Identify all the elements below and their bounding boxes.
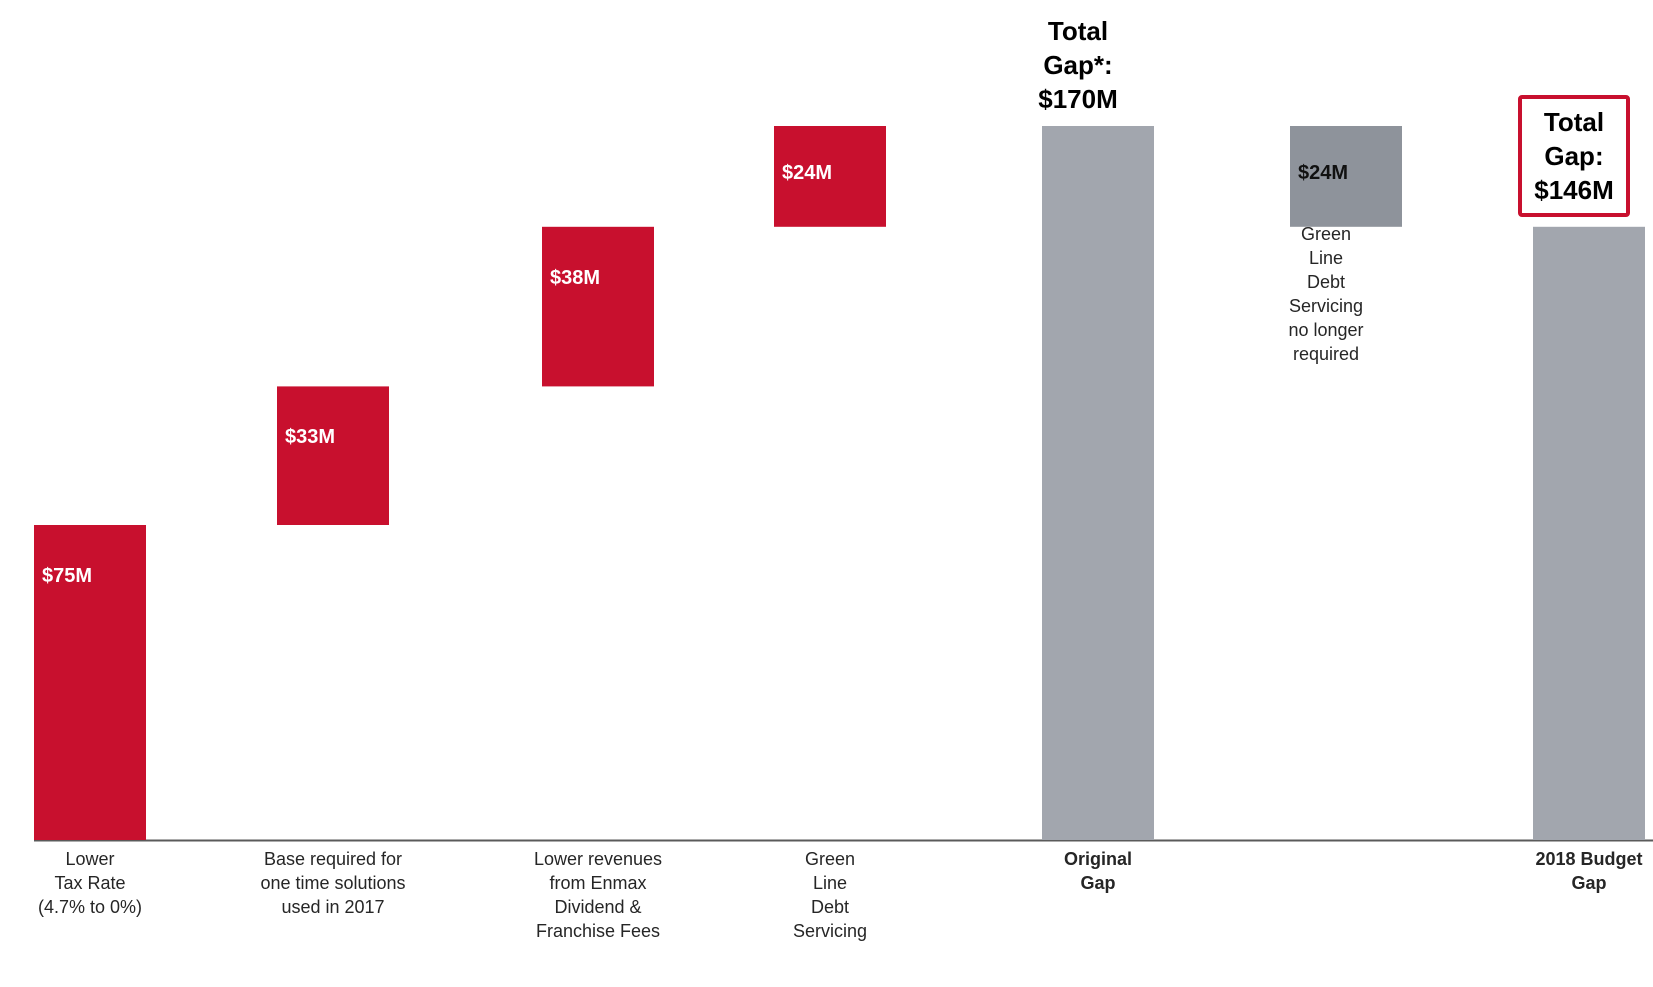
decrease-note: Green Line Debt Servicing no longer required	[1256, 222, 1396, 366]
category-label-line: Base required for	[263, 849, 403, 869]
category-label-line: Debt	[810, 897, 850, 917]
bar-5	[1042, 126, 1154, 840]
bar-value-label: $33M	[285, 426, 336, 449]
category-label-line: Gap	[1080, 873, 1116, 893]
category-label-line: from Enmax	[549, 873, 647, 893]
total-gap-line: Gap*:	[1043, 50, 1113, 80]
total-gap-line: $146M	[1534, 174, 1614, 205]
total-gap-line: Total	[1543, 106, 1605, 137]
category-label: Lower Tax Rate (4.7% to 0%)	[0, 847, 190, 919]
category-label-line: (4.7% to 0%)	[37, 897, 143, 917]
category-label-line: Original	[1063, 849, 1132, 869]
total-gap-label: Total Gap: $146M	[1518, 94, 1630, 217]
category-label-line: Franchise Fees	[535, 921, 661, 941]
decrease-note-line: required	[1292, 344, 1360, 364]
category-label-line: Dividend &	[554, 897, 642, 917]
category-label-line: Line	[812, 873, 848, 893]
bar-3	[542, 226, 654, 387]
category-label: Lower revenues from Enmax Dividend & Franch…	[498, 847, 698, 943]
category-label-line: Lower revenues	[533, 849, 663, 869]
decrease-note-line: Debt	[1306, 272, 1346, 292]
decrease-note-line: Green	[1300, 224, 1352, 244]
category-label-line: Green	[804, 849, 856, 869]
category-label-line: used in 2017	[281, 897, 385, 917]
bar-value-label: $24M	[1298, 162, 1349, 185]
bar-2	[277, 386, 389, 525]
decrease-note-line: Servicing	[1288, 296, 1364, 316]
bar-1	[34, 525, 146, 840]
category-label: Base required for one time solutions used …	[233, 847, 433, 919]
bar-value-label: $24M	[782, 162, 833, 185]
decrease-note-line: no longer	[1288, 320, 1364, 340]
bar-6	[1290, 126, 1402, 227]
category-label: Original Gap	[998, 847, 1198, 895]
bar-7	[1533, 226, 1645, 841]
bar-value-label: $75M	[42, 565, 93, 587]
total-gap-label: Total Gap*: $170M	[1008, 14, 1148, 116]
category-label-line: Lower	[65, 849, 115, 869]
total-gap-line: $170M	[1038, 84, 1118, 114]
total-gap-line: Gap:	[1544, 140, 1604, 171]
category-label: 2018 Budget Gap	[1489, 847, 1653, 895]
category-label-line: Gap	[1571, 873, 1607, 893]
bar-4	[774, 126, 886, 227]
total-gap-line: Total	[1047, 16, 1109, 46]
decrease-note-line: Line	[1308, 248, 1344, 268]
category-label-line: Servicing	[792, 921, 868, 941]
category-label: Green Line Debt Servicing	[730, 847, 930, 943]
bar-value-label: $38M	[550, 266, 601, 289]
category-label-line: one time solutions	[260, 873, 406, 893]
category-label-line: Tax Rate	[54, 873, 126, 893]
category-label-line: 2018 Budget	[1535, 849, 1643, 869]
